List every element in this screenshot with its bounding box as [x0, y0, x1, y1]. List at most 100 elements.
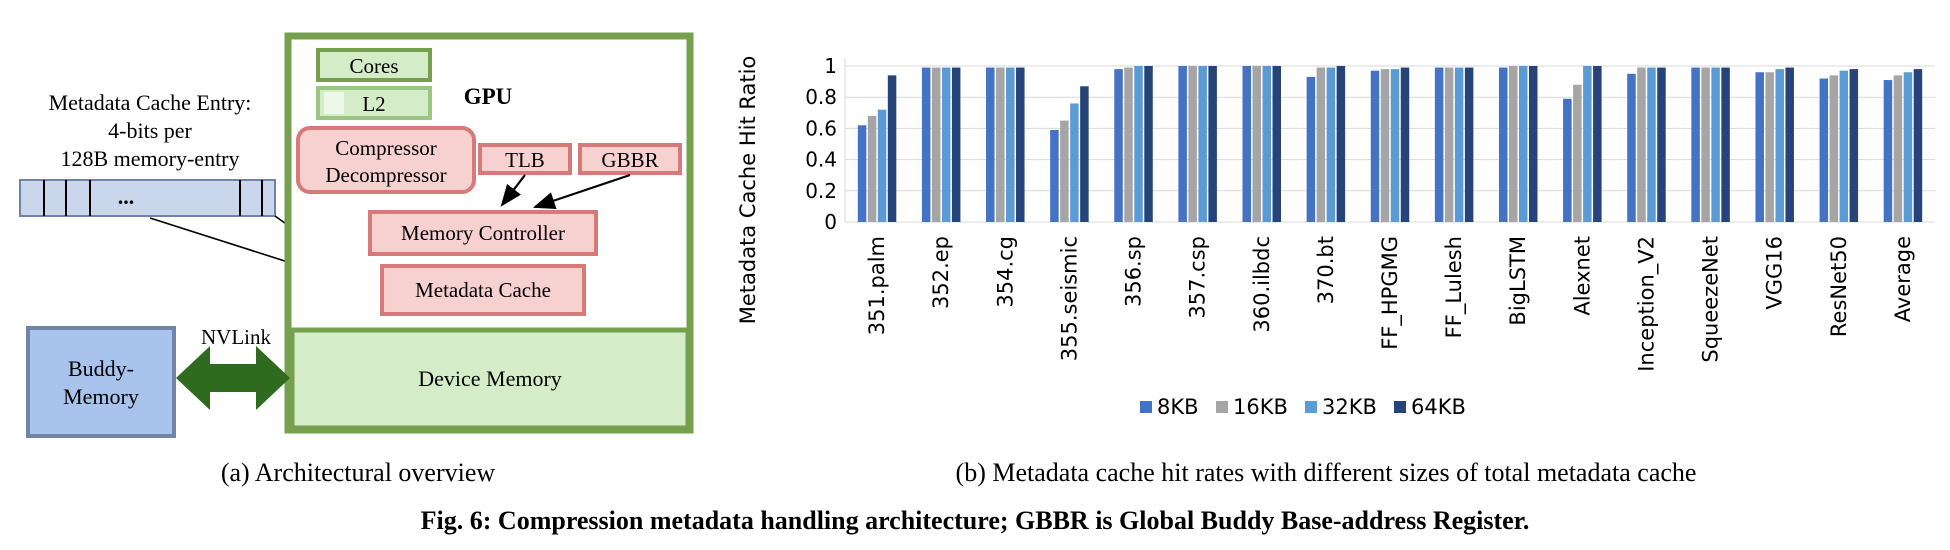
- legend-label-32KB: 32KB: [1322, 395, 1377, 419]
- l2-label: L2: [362, 92, 385, 116]
- bar-64KB-351.palm: [887, 75, 897, 222]
- architecture-diagram: Metadata Cache Entry: 4-bits per 128B me…: [19, 32, 694, 438]
- tlb-box: [478, 143, 572, 175]
- bar-64KB-352.ep: [951, 67, 961, 222]
- caption-b: (b) Metadata cache hit rates with differ…: [956, 458, 1697, 487]
- memory-controller-box: [368, 210, 598, 256]
- x-tick-label: 356.sp: [1122, 236, 1146, 307]
- cores-label: Cores: [350, 54, 399, 78]
- bar-8KB-SqueezeNet: [1691, 67, 1700, 222]
- y-axis-title: Metadata Cache Hit Ratio: [736, 56, 760, 325]
- x-tick-labels: 351.palm 352.ep 354.cg 355.seismic 356.sp 357…: [865, 236, 1915, 372]
- buddy-memory-box: [26, 326, 176, 438]
- bar-64KB-360.ilbdc: [1272, 66, 1282, 222]
- y-tick-label: 0.4: [805, 148, 837, 172]
- compressor-box: [296, 126, 476, 194]
- bar-32KB-357.csp: [1198, 66, 1207, 222]
- entry-dots: ...: [118, 184, 135, 209]
- bar-64KB-FF_Lulesh: [1464, 67, 1474, 222]
- bar-8KB-Average: [1883, 80, 1893, 222]
- legend-label-64KB: 64KB: [1411, 395, 1466, 419]
- bar-16KB-FF_Lulesh: [1444, 67, 1454, 222]
- buddy-memory-label-line2: Memory: [63, 384, 139, 409]
- bar-8KB-370.bt: [1306, 76, 1316, 222]
- bar-8KB-Inception_V2: [1627, 73, 1636, 222]
- y-tick-label: 0.2: [805, 179, 837, 203]
- hit-rate-chart: 0 0.2 0.4 0.6 0.8 1 351.palm 352.ep 354.cg 355.s…: [736, 54, 1935, 419]
- bar-64KB-SqueezeNet: [1721, 67, 1730, 222]
- legend-swatch-8KB: [1140, 401, 1152, 413]
- bar-32KB-351.palm: [877, 109, 887, 222]
- bar-16KB-370.bt: [1316, 67, 1326, 222]
- bar-32KB-FF_Lulesh: [1454, 67, 1464, 222]
- bar-64KB-355.seismic: [1080, 86, 1089, 222]
- compressor-label: Compressor: [335, 136, 437, 160]
- legend-swatch-32KB: [1305, 401, 1317, 413]
- bar-16KB-ResNet50: [1829, 75, 1839, 222]
- figure-caption: Fig. 6: Compression metadata handling ar…: [421, 506, 1530, 535]
- x-tick-label: BigLSTM: [1506, 236, 1530, 326]
- gridlines: [845, 65, 1935, 223]
- bar-8KB-Alexnet: [1563, 98, 1572, 222]
- x-tick-label: ResNet50: [1827, 236, 1851, 337]
- x-tick-label: Inception_V2: [1635, 236, 1660, 372]
- legend-label-16KB: 16KB: [1233, 395, 1288, 419]
- bar-32KB-370.bt: [1326, 67, 1336, 222]
- x-tick-label: FF_Lulesh: [1442, 236, 1467, 338]
- entry-label-line2: 4-bits per: [108, 118, 192, 143]
- bar-32KB-355.seismic: [1070, 103, 1079, 222]
- bar-8KB-354.cg: [986, 67, 995, 222]
- bar-64KB-VGG16: [1785, 67, 1794, 222]
- y-tick-label: 0.6: [805, 116, 837, 140]
- gbbr-label: GBBR: [601, 148, 658, 172]
- x-tick-label: 357.csp: [1186, 236, 1210, 319]
- y-tick-labels: 0 0.2 0.4 0.6 0.8 1: [805, 54, 837, 234]
- bar-32KB-ResNet50: [1839, 70, 1849, 223]
- bar-64KB-370.bt: [1336, 66, 1346, 222]
- gbbr-arrow: [532, 173, 631, 210]
- bar-32KB-Average: [1903, 72, 1913, 223]
- bar-16KB-352.ep: [931, 67, 941, 222]
- x-tick-label: 360.ilbdc: [1250, 236, 1274, 333]
- y-tick-label: 0.8: [805, 85, 837, 109]
- bar-8KB-ResNet50: [1819, 78, 1829, 222]
- bar-64KB-Alexnet: [1593, 66, 1602, 222]
- bar-8KB-356.sp: [1114, 69, 1123, 223]
- x-tick-label: Alexnet: [1570, 236, 1594, 316]
- bar-8KB-VGG16: [1755, 72, 1764, 223]
- legend-label-8KB: 8KB: [1157, 395, 1199, 419]
- x-tick-label: VGG16: [1763, 236, 1787, 310]
- memory-controller-label: Memory Controller: [401, 221, 565, 245]
- legend-swatch-16KB: [1216, 401, 1228, 413]
- bar-16KB-360.ilbdc: [1252, 66, 1262, 222]
- bar-16KB-355.seismic: [1060, 120, 1069, 222]
- x-tick-label: Average: [1891, 236, 1915, 322]
- device-memory-box: [289, 327, 691, 431]
- x-tick-label: 351.palm: [865, 236, 889, 335]
- y-tick-label: 1: [824, 54, 837, 78]
- bar-32KB-VGG16: [1775, 69, 1784, 223]
- x-tick-label: FF_HPGMG: [1378, 236, 1403, 350]
- bar-32KB-360.ilbdc: [1262, 66, 1272, 222]
- y-tick-label: 0: [824, 210, 837, 234]
- tlb-arrow: [500, 174, 526, 207]
- bar-64KB-Average: [1913, 69, 1923, 223]
- bar-32KB-352.ep: [941, 67, 951, 222]
- metadata-cache-box: [380, 264, 586, 316]
- bar-64KB-FF_HPGMG: [1400, 67, 1410, 222]
- bar-16KB-356.sp: [1124, 67, 1133, 222]
- entry-label-line3: 128B memory-entry: [60, 146, 239, 171]
- entry-label-line1: Metadata Cache Entry:: [49, 90, 252, 115]
- bar-16KB-354.cg: [996, 67, 1005, 222]
- bar-16KB-Average: [1893, 75, 1903, 222]
- bar-16KB-357.csp: [1188, 66, 1197, 222]
- bar-16KB-Inception_V2: [1637, 67, 1646, 222]
- buddy-memory-label-line1: Buddy-: [68, 356, 134, 381]
- bar-32KB-SqueezeNet: [1711, 67, 1720, 222]
- nvlink-label: NVLink: [201, 325, 271, 349]
- bar-8KB-352.ep: [921, 67, 931, 222]
- x-tick-label: 354.cg: [993, 236, 1017, 308]
- bar-8KB-FF_Lulesh: [1434, 67, 1444, 222]
- bar-8KB-355.seismic: [1050, 129, 1059, 222]
